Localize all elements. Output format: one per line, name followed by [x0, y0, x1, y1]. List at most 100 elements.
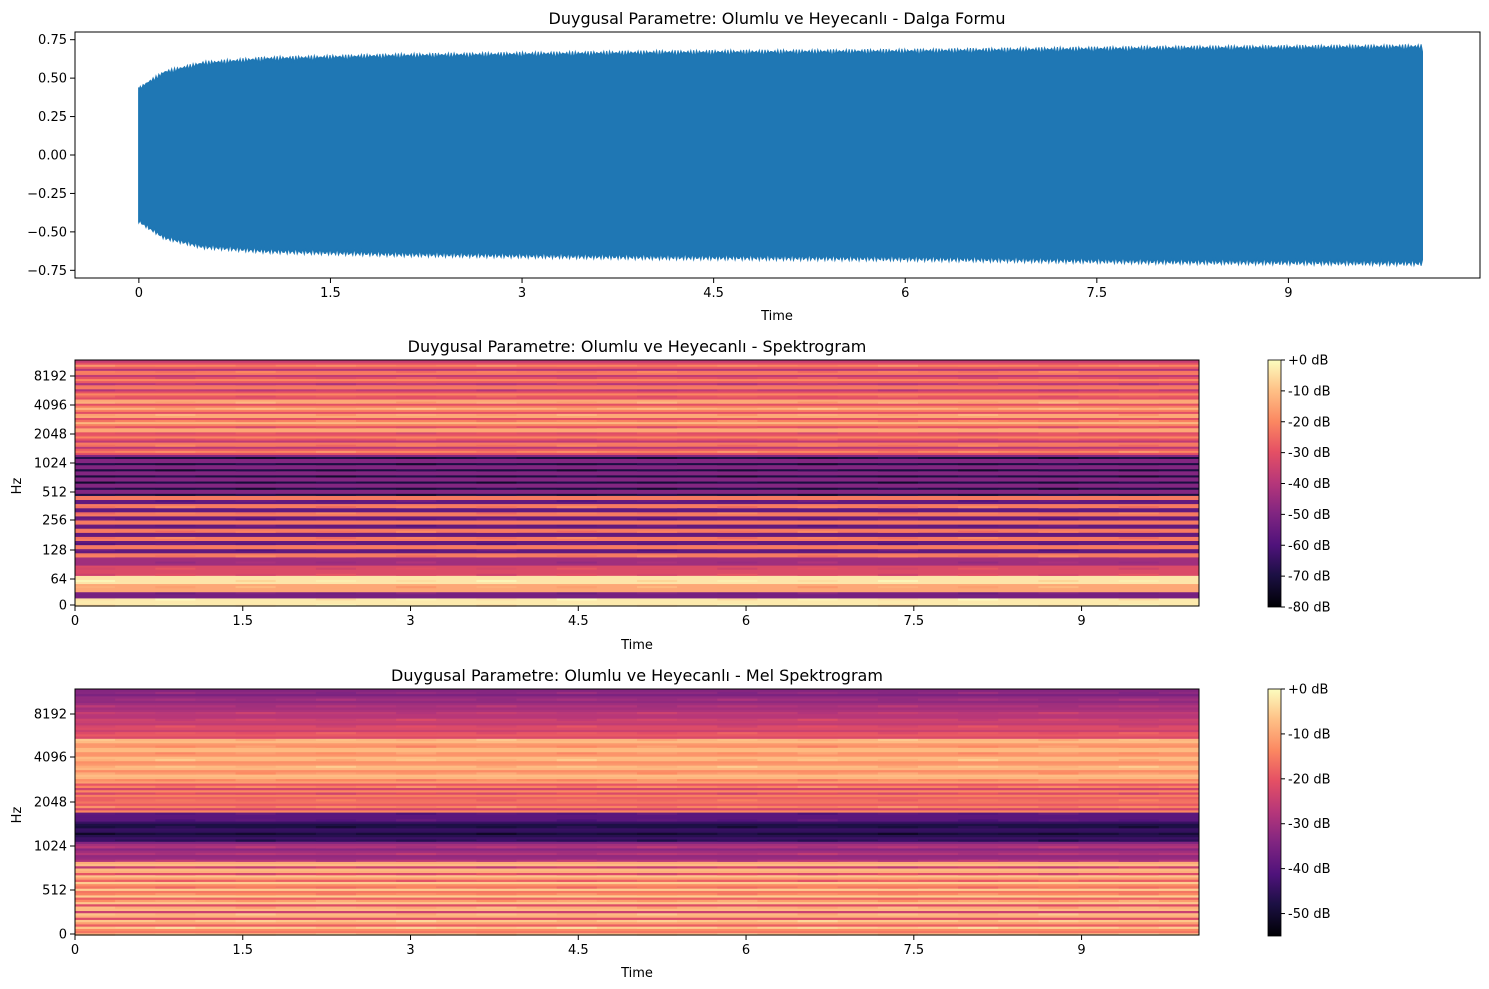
spectrogram-bin-cell — [637, 376, 678, 380]
spectrogram-bin-cell — [1038, 892, 1079, 896]
mel-spectrogram-image — [75, 689, 1199, 936]
spectrogram-bin-cell — [1118, 376, 1159, 380]
spectrogram-bin-cell — [396, 805, 437, 809]
spectrogram-bin-cell — [877, 791, 918, 795]
spectrogram-bin-cell — [235, 778, 276, 782]
spectrogram-bin-cell — [717, 899, 758, 903]
spectrogram-bin-cell — [958, 711, 999, 715]
spectrogram-bin-cell — [396, 932, 437, 936]
spectrogram-bin-cell — [556, 899, 597, 903]
spectrogram-bin-cell — [235, 591, 276, 595]
spectrogram-bin-cell — [476, 838, 517, 842]
spectrogram-bin-cell — [476, 932, 517, 936]
waveform-ytick-label: −0.75 — [27, 264, 67, 279]
mel-spectrogram-ytick-label: 0 — [59, 928, 67, 943]
spectrogram-bin-cell — [797, 731, 838, 735]
mel-spectrogram-xtick-label: 7.5 — [903, 943, 924, 958]
spectrogram-bin-cell — [797, 419, 838, 423]
spectrogram-bin-cell — [396, 542, 437, 546]
mel-spectrogram-xtick-label: 3 — [406, 943, 414, 958]
spectrogram-bin-row — [75, 789, 1199, 793]
spectrogram-bin-cell — [797, 751, 838, 755]
spectrogram-bin-cell — [637, 591, 678, 595]
spectrogram-bin-cell — [155, 591, 196, 595]
spectrogram-bin-cell — [877, 536, 918, 539]
spectrogram-bin-cell — [717, 838, 758, 842]
spectrogram-bin-cell — [877, 718, 918, 721]
spectrogram-bin-cell — [556, 462, 597, 466]
spectrogram-bin-cell — [877, 579, 918, 582]
spectrogram-bin-cell — [958, 812, 999, 815]
spectrogram-bin-cell — [556, 456, 597, 459]
spectrogram-bin-row — [75, 727, 1199, 730]
spectrogram-bin-cell — [1038, 718, 1079, 721]
spectrogram-bin-cell — [315, 407, 356, 410]
spectrogram-bin-row — [75, 854, 1199, 858]
spectrogram-bin-cell — [155, 932, 196, 936]
spectrogram-bin-cell — [315, 579, 356, 582]
spectrogram-bin-cell — [637, 480, 678, 484]
spectrogram-bin-row — [75, 433, 1199, 437]
spectrogram-bin-cell — [958, 872, 999, 876]
spectrogram-bin-cell — [797, 718, 838, 721]
spectrogram-bin-row — [75, 446, 1199, 449]
spectrogram-bin-cell — [1038, 858, 1079, 862]
spectrogram-bin-cell — [235, 450, 276, 453]
spectrogram-bin-cell — [155, 912, 196, 916]
waveform-xtick-label: 1.5 — [320, 286, 341, 301]
spectrogram-bin-cell — [556, 852, 597, 856]
spectrogram-bin-cell — [1038, 912, 1079, 916]
spectrogram-bin-cell — [958, 394, 999, 398]
mel-spectrogram-xtick-label: 6 — [742, 943, 750, 958]
spectrogram-bin-cell — [315, 431, 356, 435]
mel-spectrogram-xtick-label: 9 — [1077, 943, 1085, 958]
spectrogram-bin-cell — [75, 517, 116, 521]
spectrogram-bin-cell — [797, 524, 838, 527]
spectrogram-bin-cell — [396, 536, 437, 539]
spectrogram-bin-cell — [396, 364, 437, 367]
spectrogram-bin-cell — [717, 474, 758, 478]
spectrogram-bin-cell — [877, 370, 918, 373]
spectrogram-bin-cell — [476, 493, 517, 496]
spectrogram-bin-row — [75, 507, 1199, 511]
spectrogram-bin-cell — [797, 425, 838, 429]
spectrogram-ytick-label: 4096 — [34, 399, 67, 414]
spectrogram-bin-row — [75, 733, 1199, 737]
spectrogram-bin-row — [75, 448, 1199, 451]
spectrogram-bin-cell — [235, 437, 276, 441]
spectrogram-bin-cell — [1038, 744, 1079, 748]
spectrogram-bin-cell — [396, 818, 437, 822]
spectrogram-bin-cell — [315, 536, 356, 539]
spectrogram-bin-cell — [637, 798, 678, 802]
spectrogram-bin-cell — [235, 376, 276, 380]
spectrogram-bin-cell — [877, 505, 918, 509]
spectrogram-bin-cell — [717, 425, 758, 429]
spectrogram-bin-cell — [1118, 573, 1159, 576]
spectrogram-bin-cell — [1038, 487, 1079, 490]
spectrogram-bin-cell — [1038, 407, 1079, 410]
spectrogram-bin-cell — [958, 456, 999, 459]
spectrogram-bin-cell — [717, 413, 758, 416]
spectrogram-colorbar-tick-label: -60 dB — [1288, 539, 1331, 554]
spectrogram-bin-cell — [1118, 524, 1159, 527]
spectrogram-bin-cell — [155, 711, 196, 715]
spectrogram-bin-cell — [235, 879, 276, 882]
spectrogram-bin-cell — [556, 718, 597, 721]
spectrogram-bin-row — [75, 435, 1199, 439]
spectrogram-bin-row — [75, 466, 1199, 470]
spectrogram-bin-cell — [877, 413, 918, 416]
spectrogram-bin-cell — [476, 554, 517, 558]
spectrogram-bin-row — [75, 489, 1199, 492]
waveform-xtick-label: 9 — [1284, 286, 1292, 301]
spectrogram-bin-cell — [797, 858, 838, 862]
spectrogram-bin-cell — [637, 691, 678, 695]
spectrogram-bin-cell — [797, 548, 838, 552]
spectrogram-bin-cell — [75, 560, 116, 564]
spectrogram-bin-cell — [958, 388, 999, 392]
spectrogram-bin-cell — [315, 812, 356, 815]
spectrogram-bin-cell — [1118, 852, 1159, 856]
spectrogram-bin-cell — [396, 738, 437, 742]
spectrogram-bin-cell — [556, 818, 597, 822]
spectrogram-bin-cell — [396, 711, 437, 715]
spectrogram-bin-cell — [797, 468, 838, 472]
